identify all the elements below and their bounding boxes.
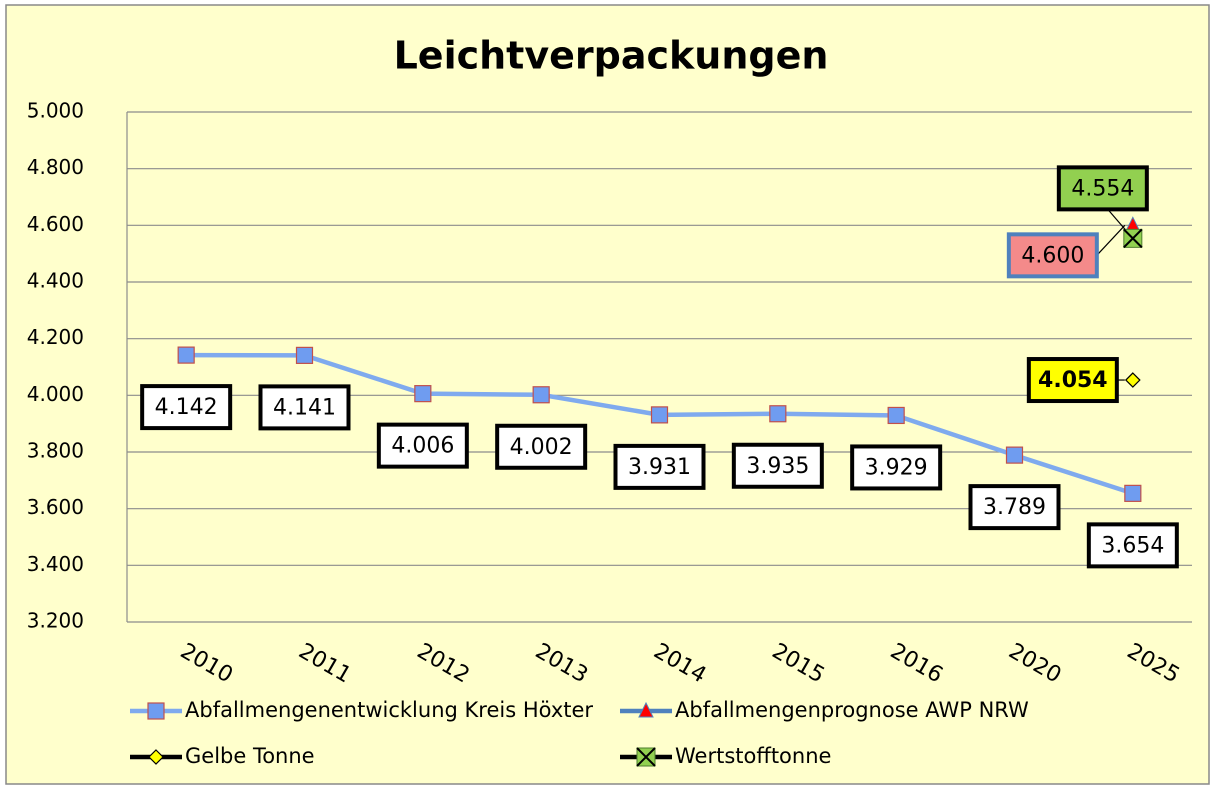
y-tick-label: 3.400	[27, 552, 84, 576]
marker	[1124, 372, 1141, 388]
data-label-box	[1026, 357, 1119, 404]
marker	[177, 346, 195, 364]
marker	[1123, 228, 1143, 249]
marker	[1124, 484, 1142, 502]
data-label: 4.554	[1071, 176, 1134, 201]
marker-cross	[1123, 228, 1143, 249]
data-label-box	[1006, 232, 1099, 279]
data-label-box	[731, 442, 824, 489]
data-label: 4.006	[391, 434, 454, 459]
data-label-box	[1056, 165, 1149, 212]
legend-item: Wertstofftonne	[620, 744, 831, 768]
data-label: 3.935	[746, 454, 809, 479]
data-label-box	[850, 444, 943, 491]
data-label-box	[613, 443, 706, 490]
data-label: 3.929	[865, 455, 928, 480]
y-tick-label: 4.200	[27, 325, 84, 349]
data-label-box	[968, 484, 1061, 531]
y-tick-label: 3.800	[27, 439, 84, 463]
data-label-box	[140, 384, 233, 431]
legend-label: Abfallmengenentwicklung Kreis Höxter	[185, 698, 593, 722]
marker	[636, 747, 656, 767]
legend-label: Gelbe Tonne	[185, 744, 315, 768]
y-tick-label: 4.400	[27, 269, 84, 293]
legend-item: Gelbe Tonne	[130, 744, 315, 768]
data-label-box	[1086, 522, 1179, 569]
marker	[147, 702, 165, 720]
data-label: 3.789	[983, 495, 1046, 520]
y-tick-label: 5.000	[27, 99, 84, 123]
marker	[650, 406, 669, 424]
y-tick-label: 4.800	[27, 155, 84, 179]
data-label: 4.002	[510, 435, 573, 460]
marker	[769, 405, 787, 423]
data-label: 4.141	[273, 395, 336, 420]
y-tick-label: 3.200	[27, 609, 84, 633]
data-label-box	[376, 422, 469, 469]
data-label: 3.931	[628, 455, 691, 480]
y-tick-label: 4.000	[27, 382, 84, 406]
data-label: 3.654	[1101, 533, 1164, 558]
data-label: 4.142	[155, 395, 218, 420]
marker	[295, 346, 314, 364]
marker	[887, 406, 905, 425]
data-label-box	[495, 423, 588, 470]
y-tick-label: 3.600	[27, 495, 84, 519]
marker	[1005, 446, 1024, 464]
legend-item: Abfallmengenprognose AWP NRW	[620, 698, 1029, 722]
marker	[148, 749, 164, 765]
y-tick-label: 4.600	[27, 212, 84, 236]
legend-label: Abfallmengenprognose AWP NRW	[675, 698, 1029, 722]
marker	[638, 701, 654, 718]
marker	[414, 385, 432, 403]
data-label-box	[258, 384, 351, 431]
data-label: 4.054	[1038, 368, 1108, 393]
legend-label: Wertstofftonne	[675, 744, 831, 768]
leader-line	[1096, 224, 1126, 256]
legend-item: Abfallmengenentwicklung Kreis Höxter	[130, 698, 593, 722]
chart-title: Leichtverpackungen	[394, 34, 829, 78]
marker-cross	[636, 747, 656, 767]
marker	[532, 386, 550, 404]
data-label: 4.600	[1021, 243, 1084, 268]
